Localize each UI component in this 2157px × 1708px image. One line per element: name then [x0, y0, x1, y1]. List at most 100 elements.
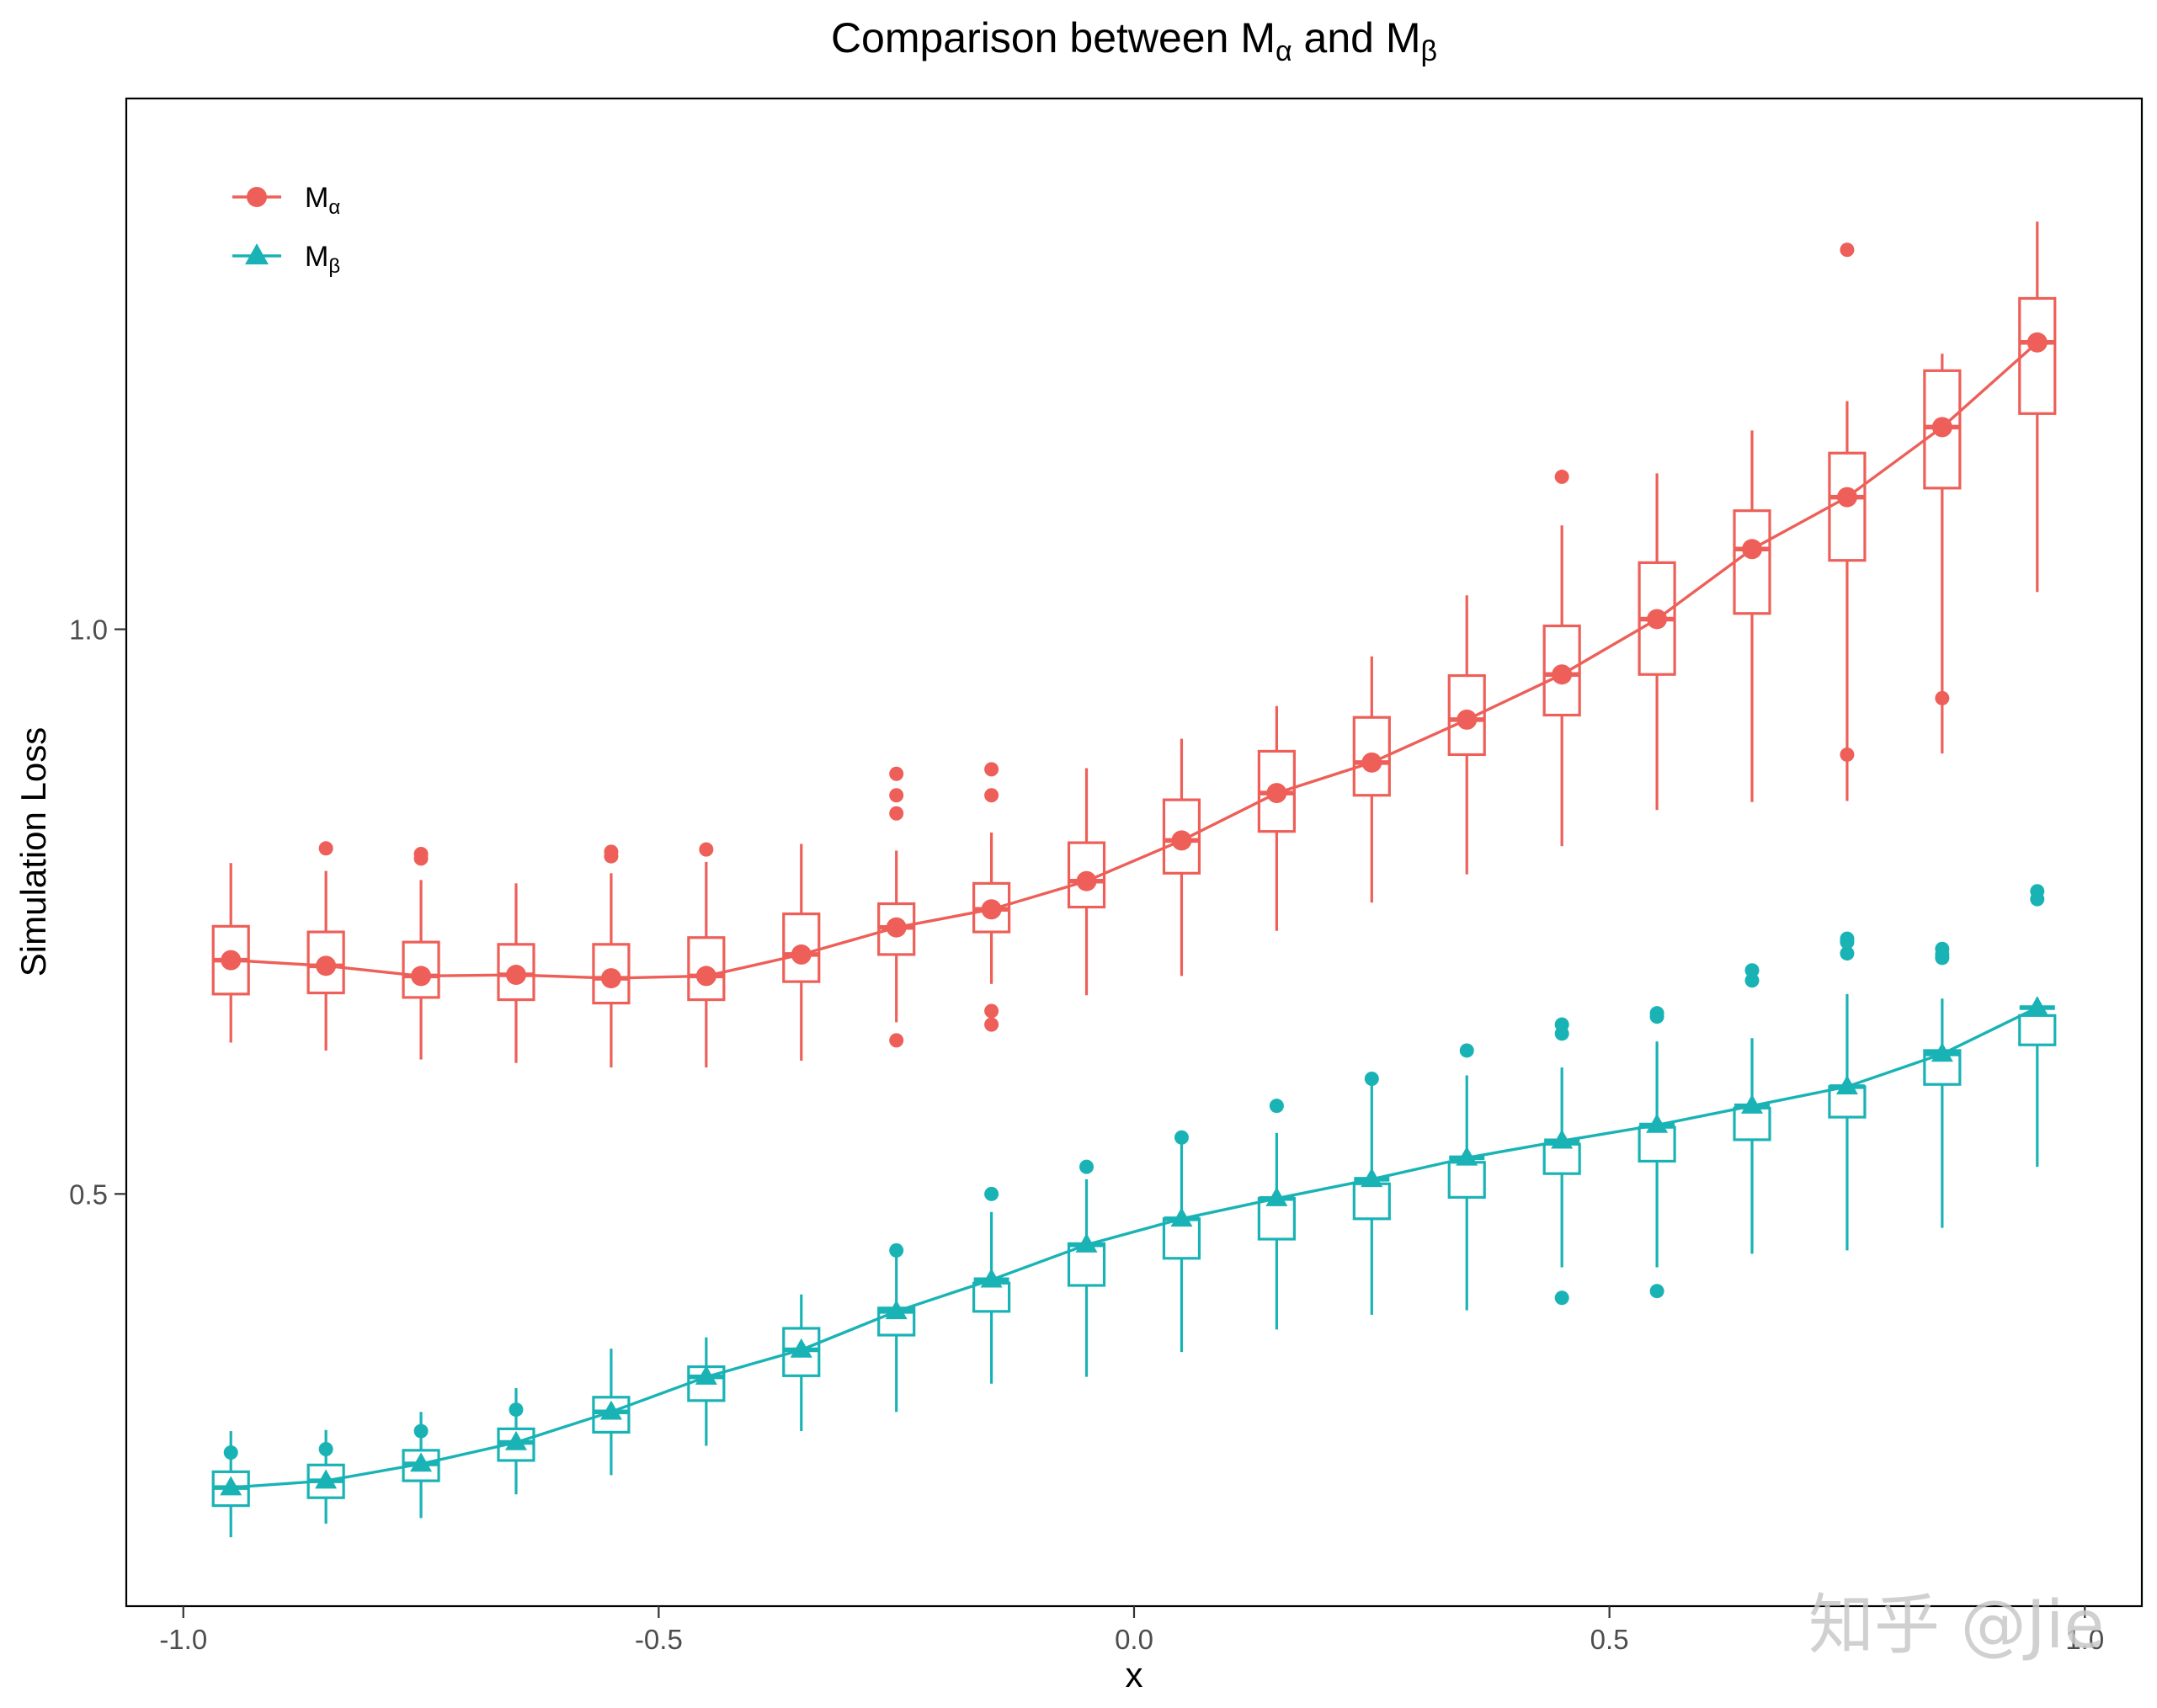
mean-point: [695, 1365, 717, 1385]
box: [1923, 354, 1962, 754]
outlier-point: [1744, 973, 1760, 988]
outlier-point: [1649, 1284, 1664, 1299]
mean-point: [1361, 752, 1382, 773]
outlier-point: [1935, 950, 1950, 966]
outlier-point: [509, 1402, 524, 1418]
mean-point: [1647, 609, 1668, 630]
legend-key-marker: [245, 243, 269, 265]
mean-point: [980, 1268, 1003, 1288]
mean-point: [1552, 664, 1573, 685]
y-tick-label: 0.5: [69, 1179, 108, 1210]
legend-label-main: M: [305, 182, 328, 214]
series-m-alpha: [211, 221, 2057, 1068]
mean-point: [1836, 487, 1857, 508]
mean-point: [220, 1476, 242, 1496]
x-axis: -1.0 -0.5 0.0 0.5 1.0: [159, 1606, 2104, 1655]
box: [877, 1242, 916, 1413]
outlier-point: [1364, 1071, 1379, 1086]
box: [2018, 884, 2057, 1168]
y-axis: 0.5 1.0: [69, 615, 126, 1210]
mean-point: [1457, 709, 1478, 730]
outlier-point: [318, 841, 333, 856]
mean-point: [1170, 1207, 1193, 1227]
outlier-point: [889, 1033, 904, 1048]
outlier-point: [318, 1442, 333, 1457]
outlier-point: [984, 1017, 999, 1032]
outlier-point: [1935, 690, 1950, 705]
outlier-point: [889, 766, 904, 781]
x-tick-label: 1.0: [2065, 1624, 2104, 1655]
x-tick-label: 0.5: [1590, 1624, 1629, 1655]
outlier-point: [1840, 747, 1855, 762]
mean-point: [886, 917, 907, 938]
mean-point: [2027, 332, 2048, 353]
mean-point: [1646, 1113, 1669, 1133]
outlier-point: [1554, 469, 1569, 484]
legend-item-m-beta: Mβ: [232, 241, 340, 278]
legend-label-sub: β: [328, 255, 340, 278]
plot-panel: [125, 97, 2144, 1608]
series-layer: [211, 221, 2057, 1538]
mean-point: [1741, 1094, 1764, 1114]
mean-point: [1551, 1129, 1574, 1149]
mean-point: [221, 950, 242, 971]
box: [1638, 1006, 1676, 1299]
box: [1828, 242, 1867, 801]
outlier-point: [984, 762, 999, 777]
mean-point: [791, 944, 812, 965]
legend-label-main: M: [305, 241, 328, 273]
chart-title: Comparison between Mα and Mβ: [831, 14, 1437, 67]
box: [1352, 656, 1391, 903]
mean-point: [316, 955, 337, 976]
legend-item-m-alpha: Mα: [232, 182, 340, 219]
mean-point: [1075, 1233, 1098, 1253]
box-iqr: [1542, 1142, 1581, 1175]
x-tick-label: -1.0: [159, 1624, 207, 1655]
mean-point: [1456, 1146, 1478, 1166]
mean-point: [790, 1338, 812, 1358]
box: [782, 1294, 821, 1432]
y-tick-label: 1.0: [69, 615, 108, 646]
mean-point: [600, 968, 621, 989]
mean-point: [410, 1452, 433, 1472]
mean-point: [315, 1469, 338, 1489]
mean-point: [1931, 1042, 1953, 1062]
x-tick-label: 0.0: [1115, 1624, 1153, 1655]
box: [592, 844, 631, 1068]
mean-point: [695, 966, 716, 987]
mean-point: [504, 1430, 527, 1450]
box: [1923, 941, 1962, 1228]
box: [2018, 221, 2057, 593]
outlier-point: [984, 1186, 999, 1201]
outlier-point: [223, 1445, 238, 1461]
box: [687, 1337, 726, 1446]
mean-line: [231, 341, 2038, 980]
box: [877, 766, 916, 1048]
outlier-point: [889, 806, 904, 821]
box: [1162, 1130, 1201, 1353]
box-iqr: [2018, 1014, 2057, 1046]
watermark: 知乎 @Jie: [1808, 1588, 2104, 1663]
mean-point: [1266, 783, 1287, 804]
box: [1542, 469, 1581, 847]
mean-point: [411, 966, 432, 987]
box: [1447, 595, 1486, 875]
outlier-point: [889, 1242, 904, 1258]
legend-label: Mβ: [305, 241, 340, 278]
box: [687, 842, 726, 1068]
outlier-point: [889, 788, 904, 803]
mean-point: [505, 965, 526, 986]
mean-point: [1171, 830, 1192, 851]
mean-point: [599, 1400, 622, 1420]
mean-point: [1076, 870, 1097, 891]
box: [1162, 738, 1201, 976]
legend-key-marker: [247, 187, 267, 207]
outlier-point: [984, 788, 999, 803]
box-iqr: [1447, 1161, 1486, 1199]
outlier-point: [1840, 934, 1855, 950]
outlier-point: [1649, 1006, 1664, 1021]
series-m-beta: [211, 884, 2057, 1538]
box-iqr: [1638, 1125, 1676, 1163]
